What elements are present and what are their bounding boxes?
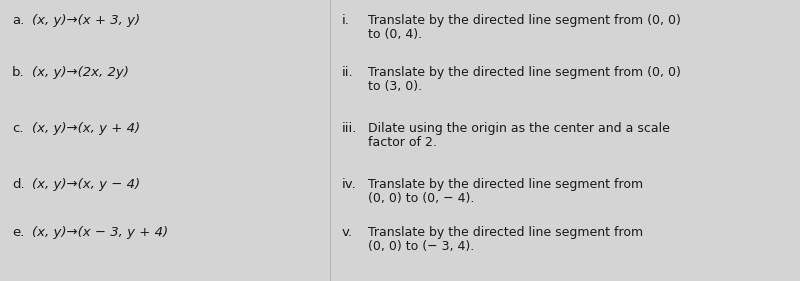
Text: Translate by the directed line segment from: Translate by the directed line segment f… bbox=[368, 226, 643, 239]
Text: iii.: iii. bbox=[342, 122, 358, 135]
Text: Translate by the directed line segment from (0, 0): Translate by the directed line segment f… bbox=[368, 66, 681, 79]
Text: (x, y)→(2x, 2y): (x, y)→(2x, 2y) bbox=[32, 66, 129, 79]
Text: iv.: iv. bbox=[342, 178, 357, 191]
Text: e.: e. bbox=[12, 226, 24, 239]
Text: (x, y)→(x − 3, y + 4): (x, y)→(x − 3, y + 4) bbox=[32, 226, 168, 239]
Text: ii.: ii. bbox=[342, 66, 354, 79]
Text: (x, y)→(x, y + 4): (x, y)→(x, y + 4) bbox=[32, 122, 140, 135]
Text: d.: d. bbox=[12, 178, 25, 191]
Text: factor of 2.: factor of 2. bbox=[368, 136, 437, 149]
Text: (0, 0) to (0, − 4).: (0, 0) to (0, − 4). bbox=[368, 192, 474, 205]
Text: a.: a. bbox=[12, 14, 24, 27]
Text: (0, 0) to (− 3, 4).: (0, 0) to (− 3, 4). bbox=[368, 240, 474, 253]
Text: (x, y)→(x, y − 4): (x, y)→(x, y − 4) bbox=[32, 178, 140, 191]
Text: Dilate using the origin as the center and a scale: Dilate using the origin as the center an… bbox=[368, 122, 670, 135]
Text: to (3, 0).: to (3, 0). bbox=[368, 80, 422, 93]
Text: Translate by the directed line segment from (0, 0): Translate by the directed line segment f… bbox=[368, 14, 681, 27]
Text: Translate by the directed line segment from: Translate by the directed line segment f… bbox=[368, 178, 643, 191]
Text: b.: b. bbox=[12, 66, 25, 79]
Text: c.: c. bbox=[12, 122, 23, 135]
Text: (x, y)→(x + 3, y): (x, y)→(x + 3, y) bbox=[32, 14, 140, 27]
Text: v.: v. bbox=[342, 226, 353, 239]
Text: i.: i. bbox=[342, 14, 350, 27]
Text: to (0, 4).: to (0, 4). bbox=[368, 28, 422, 41]
